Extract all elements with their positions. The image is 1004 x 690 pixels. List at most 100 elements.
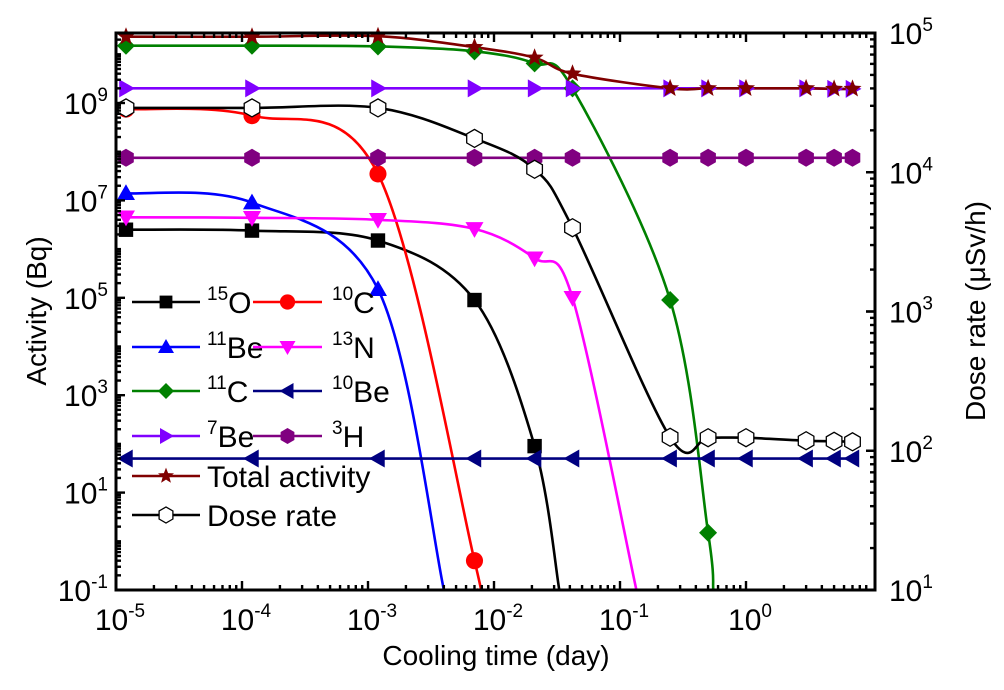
data-point-3h bbox=[244, 148, 260, 167]
data-point-total-activity bbox=[699, 78, 718, 96]
legend-marker-10be bbox=[279, 383, 294, 399]
data-point-10be bbox=[563, 449, 580, 468]
x-tick-label: 10-1 bbox=[599, 601, 649, 637]
data-point-13n bbox=[563, 291, 582, 307]
y2-tick-label: 104 bbox=[889, 154, 933, 190]
legend: 15O 10C 11Be 13N 11C 10Be 7Be 3H Total activity D… bbox=[132, 284, 390, 533]
y-tick-label: 109 bbox=[64, 85, 108, 121]
data-point-13n bbox=[465, 222, 484, 238]
data-point-7be bbox=[467, 79, 484, 98]
data-point-13n bbox=[525, 251, 544, 268]
legend-item-13n: 13N bbox=[253, 329, 375, 365]
data-point-dose-rate bbox=[564, 217, 581, 238]
legend-marker-11c bbox=[158, 383, 174, 399]
data-point-15o bbox=[244, 223, 260, 238]
data-point-total-activity bbox=[465, 37, 484, 55]
data-point-total-activity bbox=[797, 78, 816, 96]
data-point-3h bbox=[564, 148, 581, 167]
series-line-11be bbox=[125, 191, 446, 590]
y-tick-label: 101 bbox=[64, 475, 108, 511]
legend-label: 15O bbox=[207, 284, 251, 320]
y-tick-label: 103 bbox=[64, 377, 108, 413]
x-tick-label: 10-5 bbox=[95, 601, 145, 637]
data-point-11be bbox=[116, 184, 135, 201]
data-point-dose-rate bbox=[699, 427, 717, 448]
data-point-13n bbox=[116, 210, 135, 227]
legend-item-dose-rate: Dose rate bbox=[132, 500, 337, 533]
data-point-10be bbox=[843, 449, 860, 468]
data-point-10be bbox=[737, 449, 753, 468]
y2-tick-label: 105 bbox=[889, 15, 933, 51]
data-point-total-activity bbox=[737, 78, 755, 96]
legend-item-11be: 11Be bbox=[132, 329, 263, 365]
data-point-total-activity bbox=[825, 79, 844, 97]
data-point-11c bbox=[525, 54, 544, 73]
x-tick-label: 10-2 bbox=[473, 601, 523, 637]
y2-tick-label: 103 bbox=[889, 294, 933, 330]
legend-label: 11Be bbox=[207, 329, 263, 365]
legend-label: 7Be bbox=[207, 418, 254, 454]
data-point-total-activity bbox=[843, 79, 862, 97]
data-point-7be bbox=[245, 79, 261, 98]
data-point-3h bbox=[798, 148, 814, 167]
data-point-3h bbox=[118, 148, 134, 167]
data-point-10be bbox=[368, 449, 385, 468]
series-line-10c bbox=[125, 107, 483, 590]
data-point-3h bbox=[826, 148, 842, 167]
data-point-10be bbox=[465, 449, 482, 468]
series-line-11c bbox=[125, 44, 715, 590]
legend-item-total-activity: Total activity bbox=[132, 461, 370, 494]
y-tick-label: 105 bbox=[64, 280, 108, 316]
data-point-15o bbox=[370, 233, 386, 248]
legend-item-15o: 15O bbox=[132, 284, 251, 320]
legend-label: Dose rate bbox=[207, 500, 337, 533]
data-point-10be bbox=[116, 449, 133, 468]
data-point-10c bbox=[465, 552, 484, 570]
y-tick-label: 107 bbox=[64, 182, 108, 218]
legend-label: 13N bbox=[332, 329, 375, 365]
data-point-10be bbox=[797, 449, 813, 468]
x-tick-label: 10-3 bbox=[347, 601, 397, 637]
data-point-7be bbox=[565, 79, 582, 98]
data-point-dose-rate bbox=[797, 430, 815, 451]
data-point-dose-rate bbox=[243, 98, 261, 118]
data-point-dose-rate bbox=[844, 432, 861, 452]
data-point-7be bbox=[527, 79, 544, 98]
y2-tick-label: 102 bbox=[889, 433, 933, 469]
data-point-13n bbox=[368, 213, 387, 229]
data-point-dose-rate bbox=[369, 98, 387, 118]
data-point-3h bbox=[844, 148, 861, 167]
data-point-10c bbox=[369, 165, 387, 183]
y-axis-title: Activity (Bq) bbox=[21, 236, 52, 385]
data-point-3h bbox=[662, 148, 678, 167]
data-point-total-activity bbox=[525, 48, 544, 66]
data-point-15o bbox=[527, 438, 542, 454]
legend-marker-13n bbox=[279, 341, 296, 355]
data-point-total-activity bbox=[661, 78, 680, 96]
label-layer: 10-5 10-4 10-3 10-2 10-1 100 10-1 101 103 105 107 1… bbox=[58, 15, 934, 637]
data-point-11be bbox=[242, 193, 261, 210]
y2-axis-title: Dose rate (μSv/h) bbox=[960, 201, 991, 421]
legend-label: 10C bbox=[332, 284, 375, 320]
data-point-dose-rate bbox=[737, 427, 755, 448]
series-line-15o bbox=[125, 228, 561, 590]
data-point-total-activity bbox=[243, 27, 261, 45]
data-point-dose-rate bbox=[661, 427, 679, 448]
legend-marker-dose-rate bbox=[158, 506, 174, 524]
x-tick-label: 100 bbox=[728, 601, 772, 637]
data-point-10be bbox=[699, 449, 715, 468]
data-point-11be bbox=[368, 280, 387, 296]
legend-item-7be: 7Be bbox=[132, 418, 254, 454]
marker-layer bbox=[116, 26, 862, 570]
legend-marker-10c bbox=[279, 294, 296, 310]
data-point-11c bbox=[699, 523, 718, 542]
legend-marker-3h bbox=[280, 428, 295, 444]
y-tick-label: 10-1 bbox=[58, 572, 108, 608]
data-point-10be bbox=[661, 449, 677, 468]
data-point-3h bbox=[466, 148, 483, 167]
y2-tick-label: 101 bbox=[889, 572, 933, 608]
data-point-3h bbox=[700, 148, 716, 167]
data-point-7be bbox=[119, 79, 135, 98]
legend-marker-11be bbox=[158, 339, 174, 353]
series-line-total-activity bbox=[125, 34, 853, 91]
